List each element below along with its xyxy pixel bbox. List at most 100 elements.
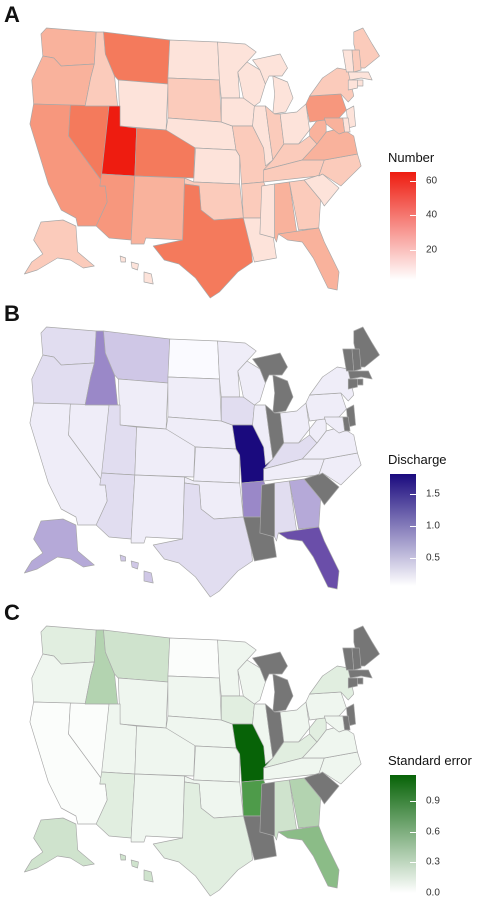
state-co (134, 426, 196, 478)
state-mn (217, 639, 257, 697)
legend-tick-label: 0.9 (426, 795, 440, 807)
state-mi (252, 352, 294, 414)
legend-tick-label: 0.5 (426, 552, 440, 564)
legend-tick-label: 1.0 (426, 520, 440, 532)
legend-tick-label: 0.3 (426, 856, 440, 868)
legend-title: Discharge (388, 452, 447, 467)
state-sd (167, 77, 222, 123)
state-wi (237, 360, 266, 406)
legend-standard-error: Standard error 0.9 0.6 0.3 0.0 (388, 753, 472, 899)
us-map-discharge (24, 326, 380, 598)
state-ri (357, 79, 364, 87)
state-vt (342, 49, 355, 73)
state-tx (152, 781, 253, 897)
state-tx (152, 482, 253, 598)
legend-tick-mark (410, 800, 416, 802)
state-ak (24, 518, 95, 574)
legend-tick-label: 0.0 (426, 887, 440, 899)
state-sd (167, 675, 222, 721)
state-md (323, 416, 345, 434)
state-ks (193, 745, 241, 783)
legend-title: Standard error (388, 753, 472, 768)
state-wy (117, 79, 169, 131)
state-fl (277, 526, 340, 590)
state-nd (167, 39, 220, 81)
panel-b: B Discharge 1.5 1.0 0.5 (0, 299, 477, 598)
state-hi (119, 255, 154, 285)
state-vt (342, 647, 355, 671)
state-fl (277, 825, 340, 889)
legend-colorbar (390, 474, 416, 586)
state-ks (193, 147, 241, 185)
state-ma (347, 669, 373, 679)
legend-tick-mark (410, 893, 416, 894)
state-ma (347, 370, 373, 380)
state-va (301, 127, 358, 161)
panel-label-c: C (4, 600, 20, 625)
state-tx (152, 183, 253, 299)
legend-tick-mark (410, 249, 416, 251)
state-ms (259, 482, 275, 538)
state-ct (347, 79, 358, 91)
state-ms (259, 781, 275, 837)
legend-tick-mark (410, 494, 416, 496)
state-wi (237, 659, 266, 705)
state-wy (117, 378, 169, 430)
panel-c: C Standard error 0.9 0.6 0.3 0.0 (0, 598, 477, 899)
state-mn (217, 41, 257, 99)
state-hi (119, 853, 154, 883)
state-mn (217, 340, 257, 398)
state-ms (259, 183, 275, 239)
state-md (323, 715, 345, 733)
state-nd (167, 338, 220, 380)
legend-tick-label: 40 (426, 209, 438, 221)
state-ks (193, 446, 241, 484)
us-map-number (24, 27, 380, 299)
legend-tick-mark (410, 558, 416, 559)
state-ak (24, 219, 95, 275)
state-wy (117, 677, 169, 729)
panel-label-b: B (4, 301, 20, 326)
state-ak (24, 817, 95, 873)
state-ma (347, 71, 373, 81)
legend-tick-mark (410, 525, 416, 527)
legend-tick-mark (410, 180, 416, 182)
state-nm (130, 175, 185, 245)
us-map-standard-error (24, 625, 380, 897)
state-hi (119, 554, 154, 584)
legend-tick-mark (410, 862, 416, 864)
legend-tick-label: 60 (426, 175, 438, 187)
state-nm (130, 773, 185, 843)
state-mi (252, 53, 294, 115)
legend-tick-mark (410, 215, 416, 217)
legend-colorbar (390, 775, 416, 893)
state-ct (347, 677, 358, 689)
legend-tick-label: 0.6 (426, 826, 440, 838)
legend-tick-mark (410, 831, 416, 833)
state-co (134, 127, 196, 179)
panel-a: A Number 60 40 20 (0, 0, 477, 299)
state-ri (357, 378, 364, 386)
state-sd (167, 376, 222, 422)
state-co (134, 725, 196, 777)
state-fl (277, 227, 340, 291)
state-wi (237, 61, 266, 107)
state-mi (252, 651, 294, 713)
legend-discharge: Discharge 1.5 1.0 0.5 (388, 452, 447, 586)
state-md (323, 117, 345, 135)
state-ct (347, 378, 358, 390)
state-ri (357, 677, 364, 685)
legend-colorbar (390, 172, 416, 280)
legend-title: Number (388, 150, 435, 165)
state-ga (289, 179, 321, 231)
state-nm (130, 474, 185, 544)
state-va (301, 426, 358, 460)
state-va (301, 725, 358, 759)
state-nd (167, 637, 220, 679)
panel-label-a: A (4, 2, 20, 27)
state-ga (289, 777, 321, 829)
legend-tick-label: 1.5 (426, 488, 440, 500)
legend-tick-label: 20 (426, 244, 438, 256)
legend-number: Number 60 40 20 (388, 150, 437, 280)
state-vt (342, 348, 355, 372)
